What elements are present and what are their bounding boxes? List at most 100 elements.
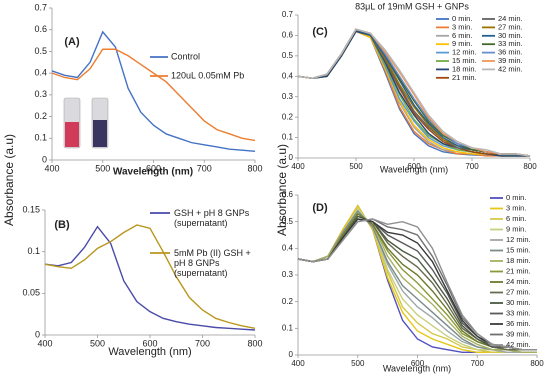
x-axis-label: Wavelength (nm) bbox=[380, 164, 448, 174]
y-tick-label: 0.6 bbox=[282, 31, 294, 40]
x-tick-label: 400 bbox=[291, 162, 305, 171]
y-tick-label: 0.5 bbox=[282, 51, 294, 60]
y-tick-label: 0 bbox=[289, 350, 294, 359]
x-tick-label: 700 bbox=[471, 359, 485, 368]
legend-label: 3 min. bbox=[452, 22, 472, 31]
panel-label: (D) bbox=[312, 202, 328, 214]
x-tick-label: 700 bbox=[195, 338, 210, 348]
legend-label: 36 min. bbox=[506, 319, 531, 328]
y-axis-label: Absorbance (a.u) bbox=[2, 134, 16, 226]
x-tick-label: 700 bbox=[465, 162, 479, 171]
series-line bbox=[51, 48, 256, 142]
x-tick-label: 500 bbox=[90, 338, 105, 348]
legend-label: 33 min. bbox=[506, 308, 531, 317]
y-tick-label: 0.2 bbox=[282, 297, 294, 306]
y-tick-label: 0.3 bbox=[282, 92, 294, 101]
legend-label: 0 min. bbox=[506, 193, 526, 202]
y-tick-label: 0.5 bbox=[282, 217, 294, 226]
x-tick-label: 800 bbox=[530, 359, 544, 368]
legend-label-box: GSH + pH 8 GNPs (supernatant) bbox=[174, 208, 250, 228]
y-tick-label: 0.7 bbox=[34, 2, 47, 12]
x-axis-label: Wavelength (nm) bbox=[108, 346, 191, 358]
y-tick-label: 0.4 bbox=[282, 71, 294, 80]
legend-label: 39 min. bbox=[506, 329, 531, 338]
x-tick-label: 800 bbox=[247, 338, 262, 348]
legend-label: Control bbox=[171, 51, 200, 61]
panel: 0 0.05 0.1 0.15 400 500 600 700 800 Wavelength (n… bbox=[22, 204, 262, 358]
cuvette-inset bbox=[63, 97, 109, 149]
panel-label: (A) bbox=[64, 36, 80, 48]
legend-label: 3 min. bbox=[506, 203, 526, 212]
y-tick-label: 0.05 bbox=[22, 288, 40, 298]
legend-label: 12 min. bbox=[506, 235, 531, 244]
legend-label: 15 min. bbox=[452, 56, 477, 65]
x-tick-label: 500 bbox=[351, 359, 365, 368]
y-tick-label: 0.3 bbox=[282, 270, 294, 279]
y-tick-label: 0 bbox=[42, 154, 47, 164]
legend-label: 0 min. bbox=[452, 14, 472, 23]
y-tick-label: 0.4 bbox=[282, 243, 294, 252]
chart-title: 83μL of 19mM GSH + GNPs bbox=[355, 1, 469, 11]
legend-label: 27 min. bbox=[506, 287, 531, 296]
cuvette-liquid bbox=[93, 120, 107, 147]
legend-label: 21 min. bbox=[506, 266, 531, 275]
legend-label: 6 min. bbox=[452, 31, 472, 40]
x-tick-label: 400 bbox=[44, 163, 59, 173]
y-tick-label: 0.2 bbox=[282, 112, 294, 121]
panel-label: (B) bbox=[54, 219, 70, 231]
legend-label: 33 min. bbox=[498, 39, 523, 48]
y-tick-label: 0 bbox=[35, 329, 40, 339]
x-axis-label: Wavelength (nm) bbox=[383, 363, 451, 373]
y-axis-label: Absorbance (a.u) bbox=[275, 144, 289, 236]
panel: 0 0.1 0.2 0.3 0.4 0.5 0.6 0.7 400 500 600 700 800 Wav… bbox=[275, 1, 537, 236]
y-tick-label: 0.6 bbox=[282, 190, 294, 199]
x-tick-label: 500 bbox=[95, 163, 110, 173]
legend-label: 5mM Pb (II) GSH + pH 8 GNPs (supernatant… bbox=[174, 248, 251, 278]
x-tick-label: 800 bbox=[247, 163, 262, 173]
x-tick-label: 800 bbox=[523, 162, 537, 171]
series-line bbox=[44, 224, 256, 330]
x-tick-label: 600 bbox=[411, 359, 425, 368]
y-tick-label: 0.4 bbox=[34, 68, 47, 78]
panel: 0 0.1 0.2 0.3 0.4 0.5 0.6 400 500 600 700 800 Wavele… bbox=[282, 190, 544, 373]
y-tick-label: 0.1 bbox=[27, 246, 40, 256]
x-tick-label: 600 bbox=[146, 163, 161, 173]
y-tick-label: 0 bbox=[289, 153, 294, 162]
x-tick-label: 600 bbox=[142, 338, 157, 348]
panel: 0 0.1 0.2 0.3 0.4 0.5 0.6 0.7 400 500 600 700 800 Wav… bbox=[2, 2, 262, 226]
legend-label: 39 min. bbox=[498, 56, 523, 65]
series-line bbox=[44, 225, 256, 331]
legend-label: 24 min. bbox=[506, 277, 531, 286]
series-line bbox=[297, 28, 531, 157]
legend-label: 24 min. bbox=[498, 14, 523, 23]
legend-label: 30 min. bbox=[498, 31, 523, 40]
legend-label-box: 5mM Pb (II) GSH + pH 8 GNPs (supernatant… bbox=[174, 248, 251, 278]
x-tick-label: 400 bbox=[291, 359, 305, 368]
y-tick-label: 0.1 bbox=[282, 133, 294, 142]
legend-label: 42 min. bbox=[498, 64, 523, 73]
legend-label: 6 min. bbox=[506, 214, 526, 223]
legend-label: 9 min. bbox=[452, 39, 472, 48]
y-tick-label: 0.3 bbox=[34, 89, 47, 99]
y-tick-label: 0.1 bbox=[282, 323, 294, 332]
legend-label: 15 min. bbox=[506, 245, 531, 254]
legend-label: GSH + pH 8 GNPs (supernatant) bbox=[174, 208, 250, 228]
legend-label: 9 min. bbox=[506, 224, 526, 233]
x-tick-label: 500 bbox=[349, 162, 363, 171]
panel-label: (C) bbox=[312, 26, 328, 38]
y-tick-label: 0.7 bbox=[282, 10, 294, 19]
x-tick-label: 400 bbox=[37, 338, 52, 348]
legend-label: 36 min. bbox=[498, 48, 523, 57]
cuvette-liquid bbox=[65, 122, 79, 147]
y-tick-label: 0.5 bbox=[34, 46, 47, 56]
y-tick-label: 0.6 bbox=[34, 24, 47, 34]
y-tick-label: 0.2 bbox=[34, 111, 47, 121]
x-tick-label: 600 bbox=[407, 162, 421, 171]
legend-label: 12 min. bbox=[452, 48, 477, 57]
series-line bbox=[51, 30, 256, 153]
x-axis-label: Wavelength (nm) bbox=[113, 167, 193, 178]
legend-label: 120uL 0.05mM Pb bbox=[171, 70, 244, 80]
legend-label: 30 min. bbox=[506, 298, 531, 307]
y-tick-label: 0.15 bbox=[22, 204, 40, 214]
